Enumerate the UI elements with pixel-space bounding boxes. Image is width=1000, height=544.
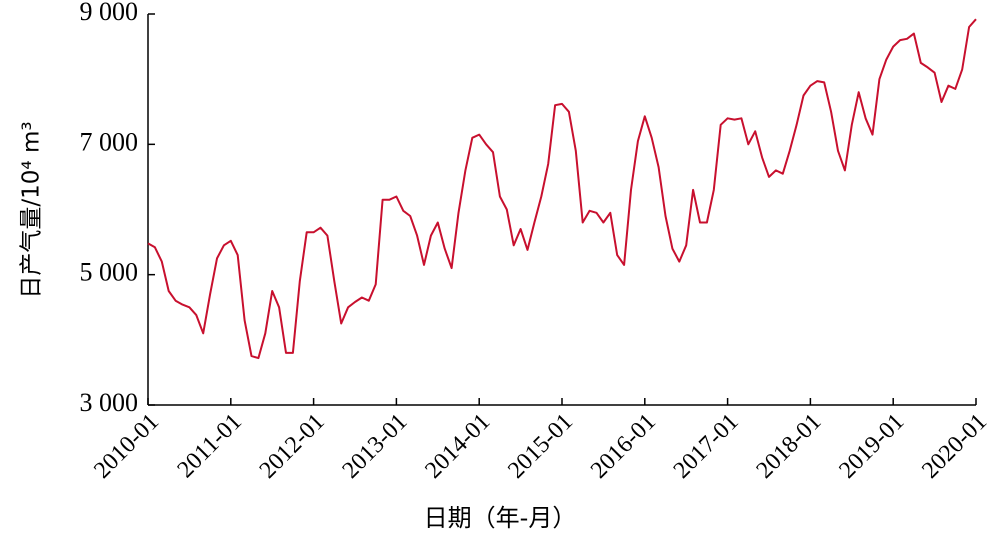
x-tick-label: 2014-01 [420, 409, 495, 484]
x-tick-label: 2011-01 [173, 409, 247, 483]
y-tick-label: 5 000 [80, 258, 139, 287]
x-tick-label: 2017-01 [669, 409, 744, 484]
y-tick-label: 3 000 [80, 388, 139, 417]
x-tick-label: 2019-01 [834, 409, 909, 484]
x-tick-label: 2012-01 [255, 409, 330, 484]
x-tick-label: 2015-01 [503, 409, 578, 484]
x-tick-label: 2010-01 [89, 409, 164, 484]
x-tick-label: 2018-01 [752, 409, 827, 484]
y-tick-label: 7 000 [80, 127, 139, 156]
y-tick-label: 9 000 [80, 0, 139, 26]
x-tick-label: 2016-01 [586, 409, 661, 484]
x-axis-label: 日期（年-月） [424, 504, 577, 532]
x-tick-label: 2013-01 [338, 409, 413, 484]
line-series [147, 18, 977, 360]
y-axis-label: 日产气量/10⁴ m³ [19, 121, 45, 298]
x-tick-label: 2020-01 [917, 409, 992, 484]
